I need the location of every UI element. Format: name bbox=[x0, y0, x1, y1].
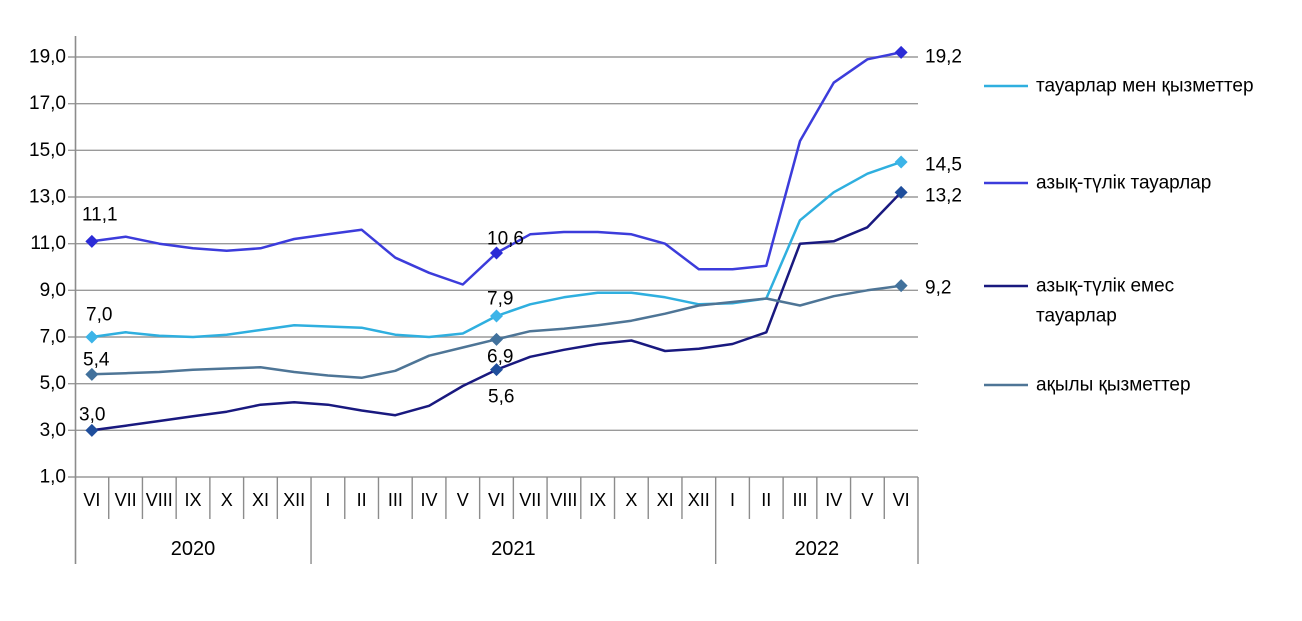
series-marker-diamond-2 bbox=[85, 423, 99, 437]
point-label-5,4: 5,4 bbox=[83, 350, 110, 371]
y-tick-label-1,0: 1,0 bbox=[40, 467, 66, 488]
legend-label-2: тауарлар bbox=[1036, 306, 1117, 327]
x-month-label: VIII bbox=[146, 490, 173, 510]
point-label-3,0: 3,0 bbox=[79, 405, 105, 426]
x-year-label-2022: 2022 bbox=[795, 538, 840, 560]
series-marker-diamond-3 bbox=[894, 279, 908, 293]
x-month-label: XI bbox=[252, 490, 269, 510]
series-marker-diamond-1 bbox=[894, 45, 908, 59]
y-tick-label-13,0: 13,0 bbox=[29, 187, 66, 208]
x-month-label: X bbox=[625, 490, 637, 510]
x-month-label: I bbox=[325, 490, 330, 510]
x-month-label: V bbox=[861, 490, 873, 510]
x-month-label: VIII bbox=[550, 490, 577, 510]
x-month-label: VI bbox=[83, 490, 100, 510]
y-tick-label-15,0: 15,0 bbox=[29, 140, 66, 161]
y-tick-label-3,0: 3,0 bbox=[40, 420, 66, 441]
point-label-11,1: 11,1 bbox=[82, 205, 118, 226]
y-tick-label-19,0: 19,0 bbox=[29, 47, 66, 68]
point-label-7,0: 7,0 bbox=[86, 305, 112, 326]
y-tick-label-7,0: 7,0 bbox=[40, 327, 66, 348]
point-label-10,6: 10,6 bbox=[487, 229, 524, 250]
x-month-label: VII bbox=[115, 490, 137, 510]
x-month-label: XII bbox=[688, 490, 710, 510]
point-label-9,2: 9,2 bbox=[925, 278, 951, 299]
series-marker-diamond-2 bbox=[490, 363, 503, 377]
x-month-label: XI bbox=[657, 490, 674, 510]
x-month-label: X bbox=[221, 490, 233, 510]
legend-label-1: азық-түлік тауарлар bbox=[1036, 173, 1211, 194]
x-year-label-2021: 2021 bbox=[491, 538, 536, 560]
x-month-label: IV bbox=[421, 490, 438, 510]
series-marker-diamond-1 bbox=[85, 234, 99, 248]
point-label-14,5: 14,5 bbox=[925, 155, 962, 176]
y-tick-label-17,0: 17,0 bbox=[29, 93, 66, 114]
y-tick-label-9,0: 9,0 bbox=[40, 280, 66, 301]
x-month-label: II bbox=[357, 490, 367, 510]
legend-label-2: азық-түлік емес bbox=[1036, 276, 1174, 297]
x-month-label: VII bbox=[519, 490, 541, 510]
x-month-label: VI bbox=[488, 490, 505, 510]
y-tick-label-11,0: 11,0 bbox=[30, 233, 66, 254]
point-label-6,9: 6,9 bbox=[487, 347, 513, 368]
x-month-label: III bbox=[792, 490, 807, 510]
legend-label-0: тауарлар мен қызметтер bbox=[1036, 76, 1254, 97]
point-label-5,6: 5,6 bbox=[488, 387, 514, 408]
point-label-13,2: 13,2 bbox=[925, 186, 962, 207]
legend-label-3: ақылы қызметтер bbox=[1036, 375, 1191, 396]
x-month-label: VI bbox=[893, 490, 910, 510]
series-marker-diamond-3 bbox=[490, 332, 503, 346]
point-label-19,2: 19,2 bbox=[925, 47, 962, 68]
x-month-label: I bbox=[730, 490, 735, 510]
series-marker-diamond-0 bbox=[490, 309, 503, 323]
series-marker-diamond-0 bbox=[894, 155, 908, 169]
x-month-label: IV bbox=[825, 490, 842, 510]
x-month-label: IX bbox=[185, 490, 202, 510]
series-marker-diamond-0 bbox=[85, 330, 99, 344]
x-month-label: III bbox=[388, 490, 403, 510]
series-marker-diamond-1 bbox=[490, 246, 503, 260]
x-month-label: XII bbox=[283, 490, 305, 510]
series-marker-diamond-2 bbox=[894, 185, 908, 199]
series-marker-diamond-3 bbox=[85, 367, 99, 381]
x-year-label-2020: 2020 bbox=[171, 538, 216, 560]
x-month-label: V bbox=[457, 490, 469, 510]
x-month-label: II bbox=[761, 490, 771, 510]
y-tick-label-5,0: 5,0 bbox=[40, 373, 66, 394]
point-label-7,9: 7,9 bbox=[487, 289, 513, 310]
x-month-label: IX bbox=[589, 490, 606, 510]
